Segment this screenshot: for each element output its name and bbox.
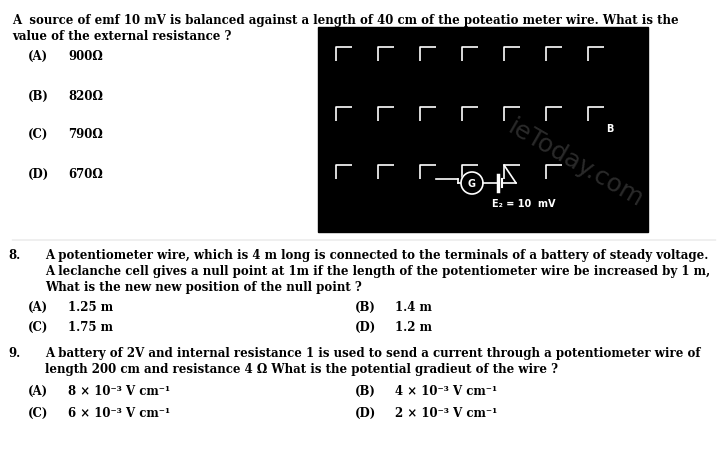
Text: 790Ω: 790Ω <box>68 128 103 141</box>
Circle shape <box>461 172 483 195</box>
Text: A potentiometer wire, which is 4 m long is connected to the terminals of a batte: A potentiometer wire, which is 4 m long … <box>45 248 708 262</box>
Text: (A): (A) <box>28 50 48 63</box>
Text: 4 × 10⁻³ V cm⁻¹: 4 × 10⁻³ V cm⁻¹ <box>395 384 497 397</box>
Text: (A): (A) <box>28 384 48 397</box>
Text: G: G <box>468 179 476 188</box>
Text: 6 × 10⁻³ V cm⁻¹: 6 × 10⁻³ V cm⁻¹ <box>68 406 170 419</box>
Text: 1.4 m: 1.4 m <box>395 300 432 313</box>
Text: 670Ω: 670Ω <box>68 167 103 181</box>
Text: (D): (D) <box>355 406 376 419</box>
Text: 8.: 8. <box>8 248 20 262</box>
Text: value of the external resistance ?: value of the external resistance ? <box>12 30 232 43</box>
Text: (B): (B) <box>355 300 376 313</box>
Text: What is the new new position of the null point ?: What is the new new position of the null… <box>45 280 362 293</box>
Bar <box>318 28 648 233</box>
Text: 1.2 m: 1.2 m <box>395 320 432 333</box>
Text: 1.75 m: 1.75 m <box>68 320 113 333</box>
Text: (D): (D) <box>355 320 376 333</box>
Text: E₂ = 10  mV: E₂ = 10 mV <box>492 198 555 208</box>
Text: 1.25 m: 1.25 m <box>68 300 113 313</box>
Text: length 200 cm and resistance 4 Ω What is the potential gradieut of the wire ?: length 200 cm and resistance 4 Ω What is… <box>45 362 558 375</box>
Text: 820Ω: 820Ω <box>68 90 103 103</box>
Text: 900Ω: 900Ω <box>68 50 103 63</box>
Text: (D): (D) <box>28 167 50 181</box>
Text: B: B <box>606 124 614 134</box>
Text: (C): (C) <box>28 406 48 419</box>
Text: 8 × 10⁻³ V cm⁻¹: 8 × 10⁻³ V cm⁻¹ <box>68 384 170 397</box>
Text: (B): (B) <box>355 384 376 397</box>
Text: 9.: 9. <box>8 346 20 359</box>
Text: (B): (B) <box>28 90 49 103</box>
Text: A battery of 2V and internal resistance 1 is used to send a current through a po: A battery of 2V and internal resistance … <box>45 346 700 359</box>
Text: (A): (A) <box>28 300 48 313</box>
Text: (C): (C) <box>28 128 48 141</box>
Text: A  source of emf 10 mV is balanced against a length of 40 cm of the poteatio met: A source of emf 10 mV is balanced agains… <box>12 14 678 27</box>
Text: 2 × 10⁻³ V cm⁻¹: 2 × 10⁻³ V cm⁻¹ <box>395 406 497 419</box>
Text: A leclanche cell gives a null point at 1m if the length of the potentiometer wir: A leclanche cell gives a null point at 1… <box>45 264 710 278</box>
Text: (C): (C) <box>28 320 48 333</box>
Text: ieToday.com: ieToday.com <box>503 116 647 212</box>
